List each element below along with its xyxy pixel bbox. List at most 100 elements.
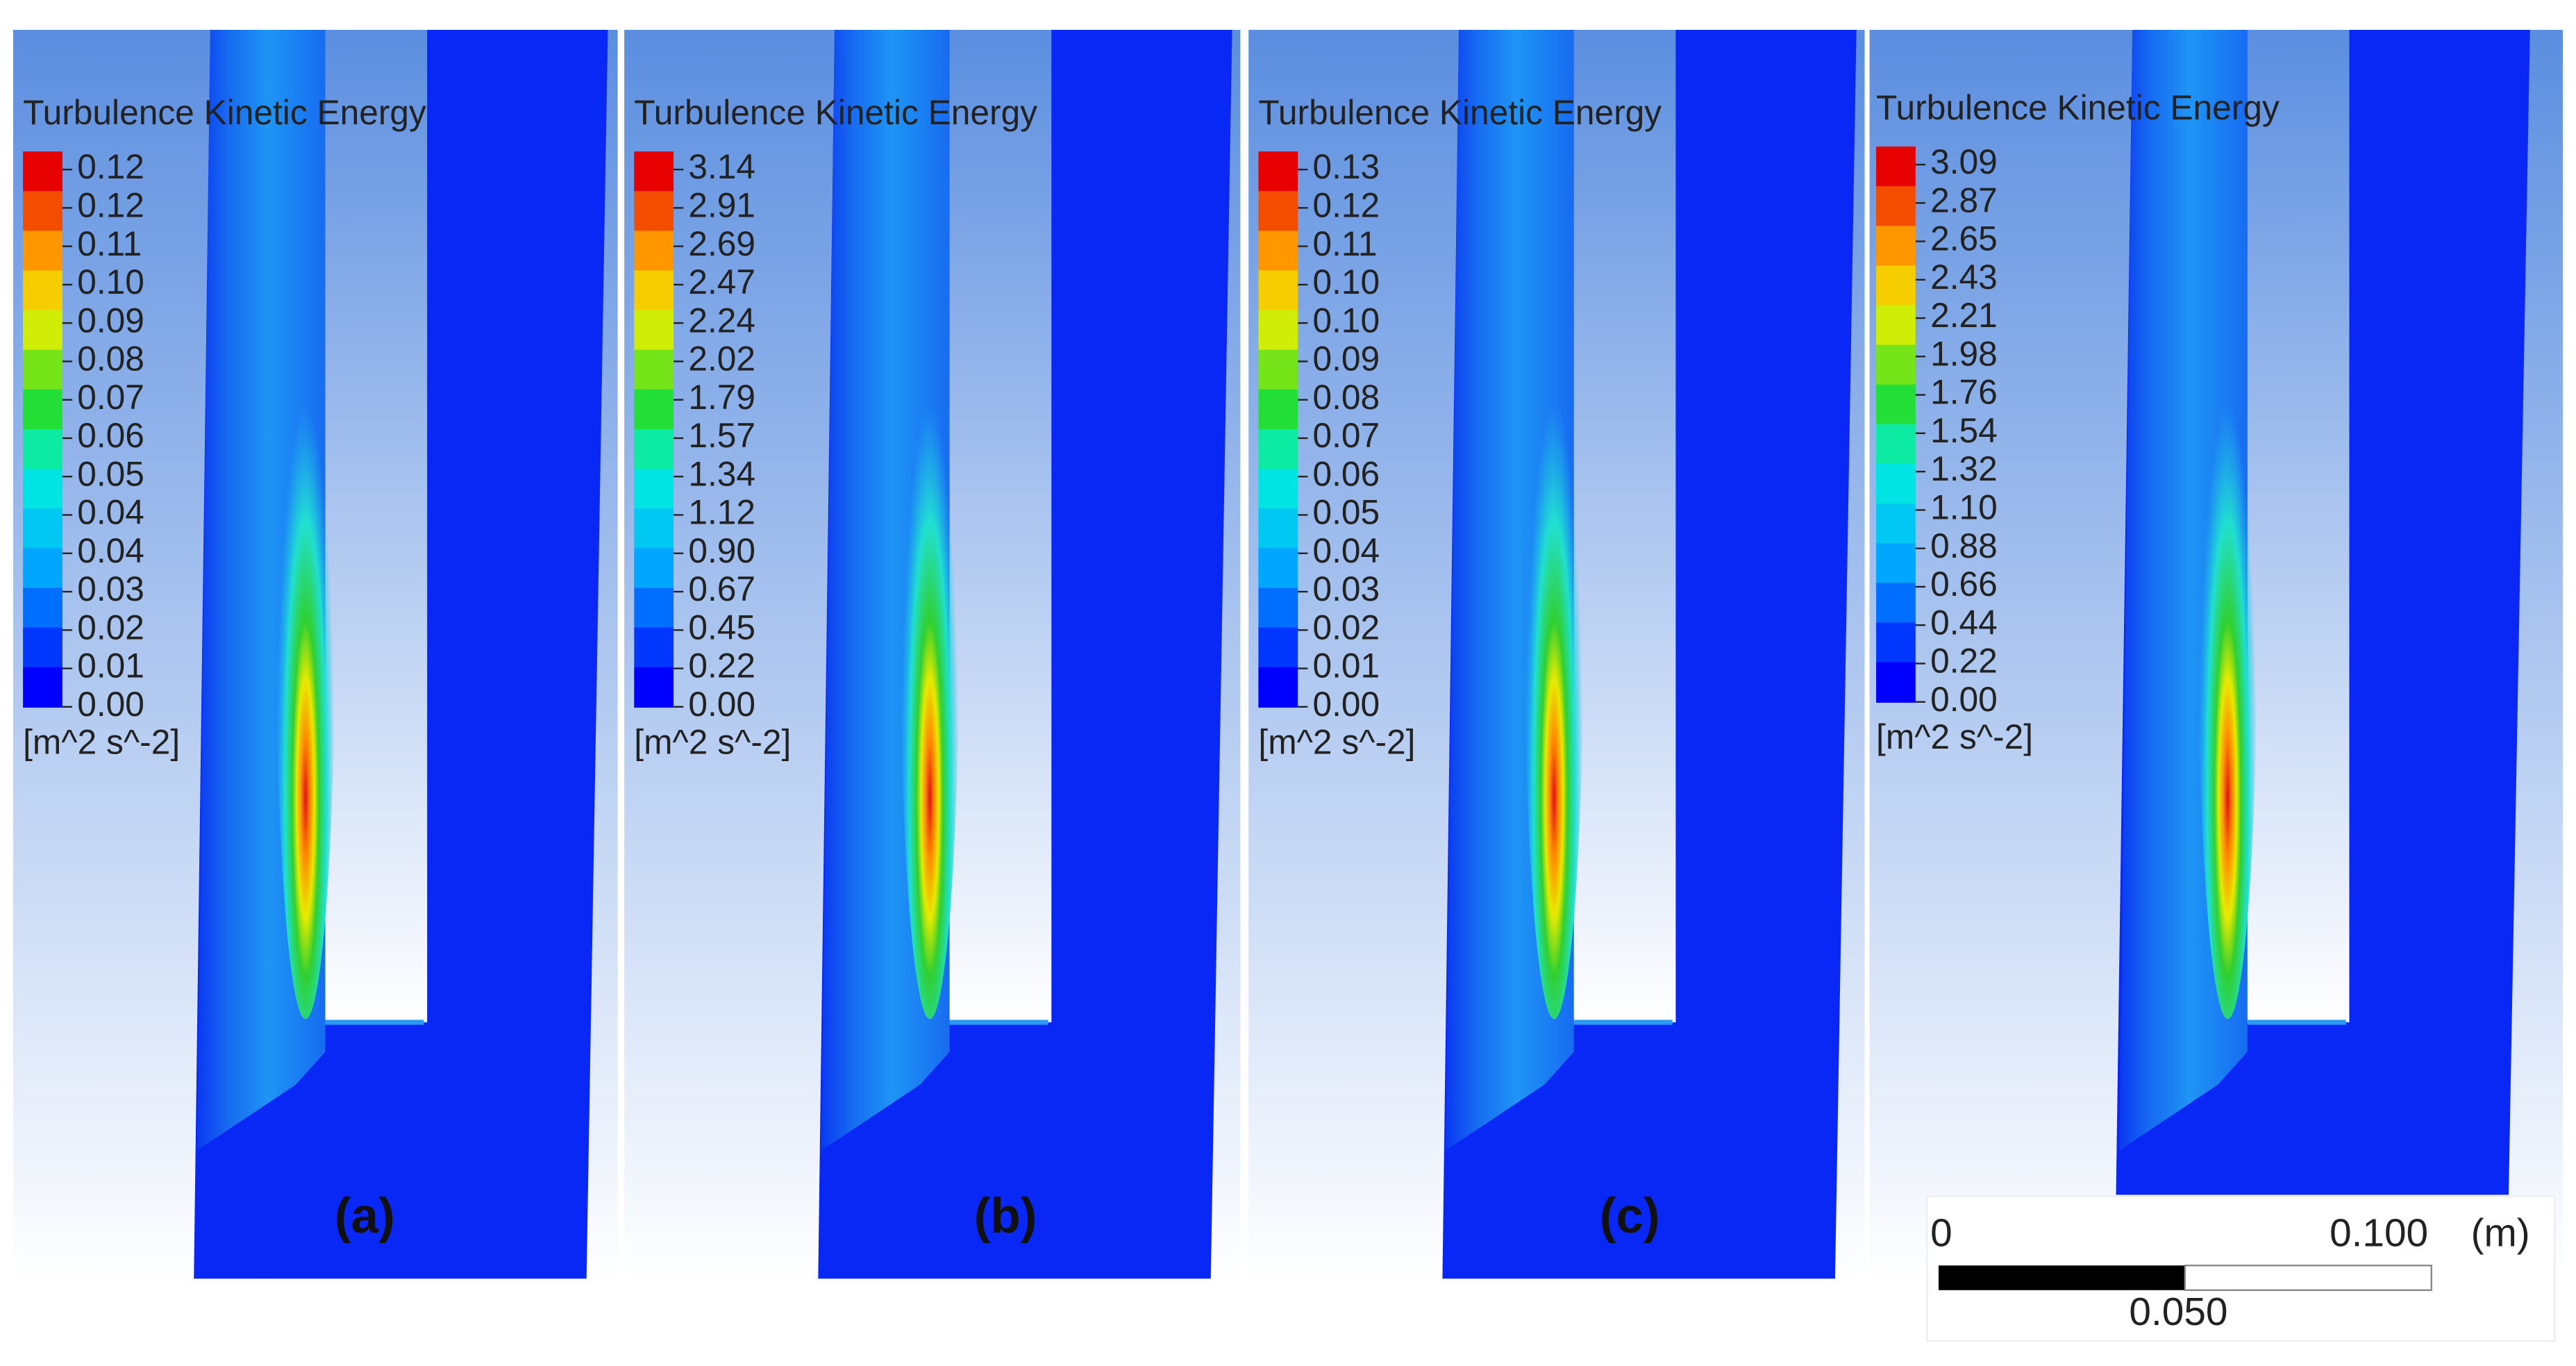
colorbar-label: 0.66 <box>1930 565 1998 603</box>
colorbar-label: 2.21 <box>1930 296 1998 335</box>
colorbar-band <box>23 270 62 311</box>
plume <box>276 230 335 1019</box>
colorbar-label: 1.54 <box>1930 411 1998 450</box>
colorbar-band <box>634 627 674 668</box>
colorbar-label: 2.43 <box>1930 258 1998 297</box>
colorbar-label: 0.10 <box>1312 263 1380 301</box>
slot <box>1573 29 1676 1023</box>
panel: Turbulence Kinetic Energy 0.130.120.110.1… <box>1248 29 1865 1282</box>
colorbar-band <box>1876 146 1916 188</box>
scale-bar-black <box>1938 1265 2185 1290</box>
panel: Turbulence Kinetic Energy 3.092.872.652.4… <box>1869 29 2564 1282</box>
colorbar-label: 0.06 <box>77 416 144 455</box>
colorbar-band <box>23 310 62 351</box>
colorbar-band <box>23 151 62 192</box>
colorbar-label: 0.03 <box>1312 569 1380 608</box>
colorbar-label: 0.07 <box>77 378 144 417</box>
colorbar-band <box>23 428 62 470</box>
colorbar-band <box>23 508 62 549</box>
colorbar-band <box>634 231 674 272</box>
panel: Turbulence Kinetic Energy0.120.120.110.1… <box>12 29 618 1282</box>
colorbar-band <box>23 548 62 589</box>
colorbar-band <box>1876 344 1916 385</box>
colorbar-band <box>1258 548 1298 589</box>
colorbar-label: 3.09 <box>1930 142 1998 181</box>
colorbar-band <box>1258 627 1298 668</box>
colorbar-band <box>1258 588 1298 628</box>
plume <box>900 230 960 1019</box>
scale-start: 0 <box>1930 1212 1952 1256</box>
legend-title: Turbulence Kinetic Energy <box>1258 93 1662 132</box>
colorbar-label: 2.69 <box>688 224 755 263</box>
colorbar-band <box>634 667 674 708</box>
colorbar-band <box>1258 231 1298 272</box>
colorbar-label: 0.00 <box>688 685 755 724</box>
colorbar-label: 0.90 <box>688 531 755 570</box>
legend-title: Turbulence Kinetic Energy <box>634 93 1037 132</box>
colorbar-band <box>23 389 62 431</box>
colorbar-label: 0.05 <box>77 454 144 493</box>
colorbar-label: 0.09 <box>1312 340 1380 378</box>
scale-middle: 0.050 <box>2129 1290 2227 1334</box>
panel: Turbulence Kinetic Energy 3.142.912.692.4… <box>624 29 1241 1282</box>
colorbar-label: 0.11 <box>1312 224 1377 263</box>
colorbar-band <box>1258 667 1298 708</box>
colorbar-band <box>23 627 62 668</box>
colorbar-label: 0.44 <box>1930 603 1998 642</box>
colorbar-band <box>634 151 674 192</box>
colorbar-band <box>1876 424 1916 465</box>
legend-unit: [m^2 s^-2] <box>1258 722 1415 761</box>
legend-title: Turbulence Kinetic Energy <box>1876 88 2280 127</box>
slot <box>325 29 428 1023</box>
legend-unit: [m^2 s^-2] <box>1876 717 2033 756</box>
colorbar-label: 0.13 <box>1312 147 1380 186</box>
colorbar-label: 0.06 <box>1312 454 1380 493</box>
scale-unit: (m) <box>2471 1212 2530 1256</box>
colorbar-label: 0.88 <box>1930 526 1998 565</box>
colorbar-band <box>1876 583 1916 624</box>
plume <box>2198 230 2257 1019</box>
colorbar-band <box>23 588 62 628</box>
colorbar-label: 0.07 <box>1312 416 1380 455</box>
colorbar-band <box>1876 622 1916 663</box>
colorbar-band <box>1876 226 1916 267</box>
colorbar-label: 0.02 <box>1312 608 1380 647</box>
colorbar-band <box>1258 151 1298 192</box>
colorbar-label: 2.02 <box>688 340 755 378</box>
plume <box>1524 230 1584 1019</box>
colorbar-label: 0.03 <box>77 569 144 608</box>
colorbar-label: 0.22 <box>688 647 755 685</box>
colorbar-band <box>634 428 674 470</box>
colorbar-label: 2.91 <box>688 185 755 224</box>
colorbar-label: 0.12 <box>1312 185 1380 224</box>
colorbar-label: 0.00 <box>1312 685 1380 724</box>
colorbar-label: 0.45 <box>688 608 755 647</box>
colorbar-band <box>1258 349 1298 391</box>
colorbar-band <box>1258 310 1298 351</box>
scale-bar-white <box>2184 1265 2432 1291</box>
colorbar-label: 2.24 <box>688 301 755 340</box>
colorbar-label: 1.98 <box>1930 334 1998 373</box>
colorbar-band <box>1258 389 1298 431</box>
colorbar-band <box>1876 384 1916 426</box>
colorbar-band <box>634 310 674 351</box>
colorbar-label: 1.79 <box>688 378 755 417</box>
colorbar-label: 0.00 <box>1930 680 1998 719</box>
colorbar-label: 2.87 <box>1930 181 1998 219</box>
colorbar-band <box>1258 469 1298 510</box>
colorbar-label: 0.04 <box>77 531 144 570</box>
colorbar-label: 0.22 <box>1930 642 1998 681</box>
colorbar-band <box>1876 305 1916 346</box>
panel-label: (b) <box>974 1189 1037 1244</box>
colorbar-band <box>23 191 62 232</box>
slot <box>2247 29 2350 1023</box>
colorbar-label: 0.04 <box>1312 531 1380 570</box>
colorbar-band <box>1876 662 1916 703</box>
colorbar-label: 1.57 <box>688 416 755 455</box>
colorbar-label: 0.04 <box>77 493 144 532</box>
colorbar-band <box>1258 508 1298 549</box>
panel-label: (c) <box>1600 1189 1660 1244</box>
colorbar-label: 0.00 <box>77 685 144 724</box>
